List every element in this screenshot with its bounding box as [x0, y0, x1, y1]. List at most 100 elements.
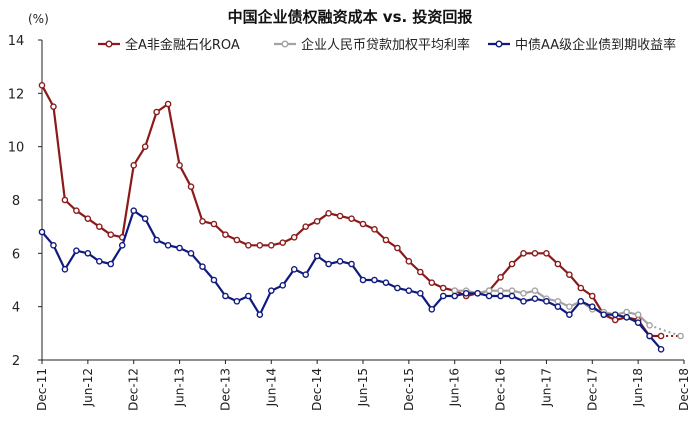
data-point [256, 242, 264, 249]
data-point [554, 260, 562, 268]
series-3 [38, 207, 665, 353]
x-tick-label: Dec-15 [402, 368, 416, 411]
data-point [657, 346, 665, 353]
data-point [577, 284, 585, 292]
x-tick-label: Dec-13 [218, 368, 232, 411]
data-point [50, 103, 57, 110]
data-point [130, 162, 138, 169]
data-point [141, 143, 149, 150]
data-point [267, 242, 275, 249]
data-point [394, 244, 401, 252]
data-point [199, 218, 206, 225]
x-tick-label: Dec-18 [677, 368, 691, 411]
data-point [50, 242, 57, 249]
data-point [336, 212, 344, 220]
data-point [96, 258, 103, 265]
data-point [348, 215, 355, 222]
legend-swatch-marker [281, 40, 289, 48]
x-tick-label: Dec-11 [35, 368, 49, 411]
legend-label: 中债AA级企业债到期收益率 [515, 37, 676, 53]
data-point [439, 284, 447, 292]
data-point [187, 183, 195, 190]
data-point [508, 287, 516, 294]
data-point [164, 100, 172, 108]
data-point [382, 279, 390, 286]
data-point [325, 260, 332, 268]
y-axis-unit-label: (%) [28, 12, 49, 26]
x-tick-label: Jun-16 [448, 368, 462, 407]
y-tick-label: 4 [12, 301, 20, 316]
data-point [623, 314, 630, 321]
data-point [588, 303, 596, 310]
legend-swatch-marker [105, 40, 113, 48]
series-layer [38, 82, 684, 353]
data-point [451, 287, 459, 294]
data-point [543, 250, 550, 257]
data-point [417, 268, 424, 276]
x-tick-label: Dec-16 [494, 368, 508, 411]
data-point [543, 298, 550, 305]
data-point [554, 303, 562, 310]
data-point [497, 274, 504, 281]
y-tick-label: 12 [8, 87, 25, 102]
data-point [497, 292, 504, 300]
data-point [153, 236, 160, 244]
x-tick-label: Jun-13 [173, 368, 187, 407]
data-point [405, 287, 413, 294]
x-tick-label: Dec-12 [127, 368, 141, 411]
data-point [677, 332, 684, 340]
data-point [462, 290, 470, 297]
data-point [222, 231, 229, 238]
data-point [38, 228, 46, 236]
data-point [382, 236, 390, 244]
legend-label: 全A非金融石化ROA [125, 37, 240, 53]
data-point [520, 298, 527, 305]
series-dotted-tail [649, 324, 681, 337]
x-tick-label: Jun-12 [81, 368, 95, 407]
data-point [417, 290, 424, 297]
data-point [646, 322, 653, 329]
data-point [520, 250, 527, 257]
data-point [554, 298, 562, 305]
data-point [96, 223, 103, 230]
data-point [233, 236, 241, 244]
data-point [279, 282, 287, 289]
data-point [313, 218, 321, 225]
data-point [279, 239, 287, 246]
legend: 全A非金融石化ROA 企业人民币贷款加权平均利率 中债AA级企业债到期收益率 [98, 37, 676, 53]
data-point [588, 292, 596, 300]
data-point [164, 242, 172, 249]
data-point [336, 258, 344, 265]
data-point [508, 260, 516, 268]
data-point [646, 332, 653, 340]
data-point [313, 252, 321, 260]
data-point [623, 308, 630, 316]
data-point [531, 295, 539, 302]
data-point [61, 266, 69, 273]
data-point [84, 250, 92, 257]
x-tick-label: Jun-17 [539, 368, 553, 407]
data-point [497, 287, 504, 294]
chart-title: 中国企业债权融资成本 vs. 投资回报 [228, 8, 473, 26]
data-point [359, 220, 367, 228]
data-point [290, 234, 298, 241]
data-point [520, 290, 527, 297]
data-point [153, 108, 160, 116]
data-point [267, 287, 275, 294]
legend-item-3: 中债AA级企业债到期收益率 [488, 37, 676, 53]
data-point [302, 271, 309, 278]
data-point [290, 266, 298, 273]
data-point [256, 311, 264, 318]
data-point [210, 276, 218, 284]
data-point [130, 207, 138, 214]
data-point [73, 207, 80, 214]
data-point [634, 311, 642, 318]
legend-label: 企业人民币贷款加权平均利率 [301, 37, 470, 53]
data-point [325, 210, 332, 217]
data-point [38, 82, 46, 89]
x-tick-label: Jun-14 [264, 368, 278, 407]
data-point [485, 292, 493, 300]
data-point [371, 276, 378, 284]
